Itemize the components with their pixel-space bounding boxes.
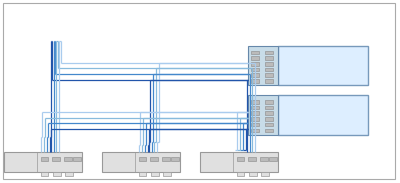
Bar: [139, 156, 146, 161]
Bar: [278, 46, 368, 85]
Bar: [251, 106, 259, 109]
Bar: [65, 172, 73, 176]
Bar: [270, 156, 277, 161]
Bar: [163, 172, 171, 176]
Bar: [261, 172, 269, 176]
Bar: [237, 156, 244, 161]
Bar: [74, 156, 81, 161]
Bar: [102, 152, 180, 172]
Bar: [264, 123, 273, 126]
Bar: [248, 156, 256, 161]
Bar: [41, 156, 48, 161]
Bar: [248, 46, 278, 85]
Bar: [64, 156, 72, 161]
Bar: [251, 123, 259, 126]
Bar: [237, 172, 244, 176]
Bar: [251, 100, 259, 104]
Bar: [251, 68, 259, 71]
Bar: [41, 172, 48, 176]
Bar: [251, 117, 259, 121]
Bar: [264, 111, 273, 115]
Bar: [248, 95, 278, 135]
Bar: [200, 152, 278, 172]
Bar: [264, 51, 273, 54]
Bar: [264, 74, 273, 77]
Bar: [260, 156, 268, 161]
Bar: [150, 156, 158, 161]
Bar: [52, 156, 60, 161]
Bar: [139, 172, 146, 176]
Bar: [264, 106, 273, 109]
Bar: [251, 111, 259, 115]
Bar: [278, 95, 368, 135]
Bar: [264, 117, 273, 121]
Bar: [264, 129, 273, 132]
Bar: [151, 172, 159, 176]
Bar: [4, 152, 82, 172]
Bar: [251, 79, 259, 83]
Bar: [162, 156, 170, 161]
Bar: [264, 62, 273, 66]
Bar: [249, 172, 257, 176]
Bar: [251, 129, 259, 132]
Bar: [251, 56, 259, 60]
Bar: [264, 79, 273, 83]
Bar: [172, 156, 179, 161]
Bar: [251, 74, 259, 77]
Bar: [251, 51, 259, 54]
Bar: [264, 68, 273, 71]
Bar: [53, 172, 61, 176]
Bar: [251, 62, 259, 66]
Bar: [264, 100, 273, 104]
Bar: [264, 56, 273, 60]
